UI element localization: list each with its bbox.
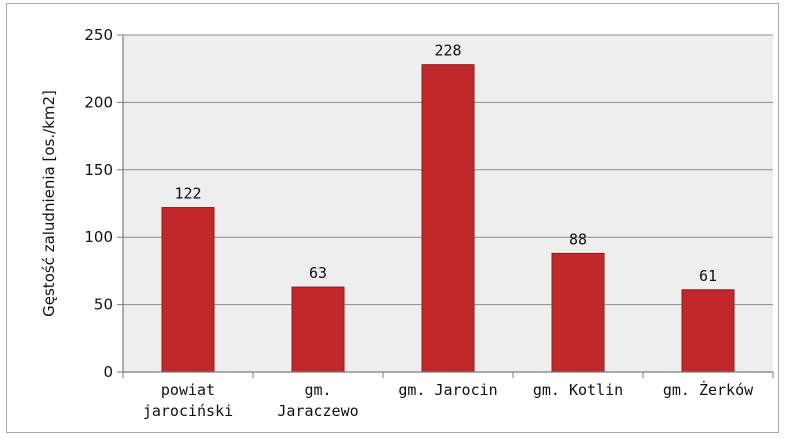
data-label: 88 xyxy=(569,230,587,248)
axes xyxy=(122,35,774,378)
data-labels: 122 63 228 88 61 xyxy=(174,42,717,285)
x-tick-label: jarociński xyxy=(143,402,233,420)
data-label: 61 xyxy=(699,267,717,285)
bar-chart: 0 50 100 150 200 250 powiat jarociński gm. Jarac… xyxy=(40,26,774,420)
y-axis-label: Gęstość zaludnienia [os./km2] xyxy=(40,90,58,317)
y-tick-label: 0 xyxy=(103,363,113,381)
bar xyxy=(551,252,605,373)
data-label: 228 xyxy=(434,42,461,60)
bar xyxy=(421,64,475,373)
x-tick-label: gm. Jarocin xyxy=(398,381,497,399)
bar xyxy=(291,286,345,373)
y-tick-label: 50 xyxy=(94,296,113,314)
y-tick-label: 200 xyxy=(84,93,113,111)
x-tick-label: gm. Żerków xyxy=(663,380,754,399)
x-tick-labels: powiat jarociński gm. Jaraczewo gm. Jarocin g… xyxy=(143,380,754,420)
y-tick-label: 100 xyxy=(84,228,113,246)
data-label: 122 xyxy=(174,185,201,203)
data-label: 63 xyxy=(309,264,327,282)
x-tick-label: gm. xyxy=(304,381,331,399)
y-tick-label: 150 xyxy=(84,161,113,179)
x-tick-label: gm. Kotlin xyxy=(533,381,623,399)
y-tick-labels: 0 50 100 150 200 250 xyxy=(84,26,113,381)
y-tick-label: 250 xyxy=(84,26,113,44)
bars xyxy=(161,64,735,373)
x-tick-label: Jaraczewo xyxy=(277,402,358,420)
bar xyxy=(161,207,215,373)
x-tick-label: powiat xyxy=(161,381,215,399)
bar xyxy=(681,289,735,373)
chart-frame: 0 50 100 150 200 250 powiat jarociński gm. Jarac… xyxy=(6,3,779,433)
